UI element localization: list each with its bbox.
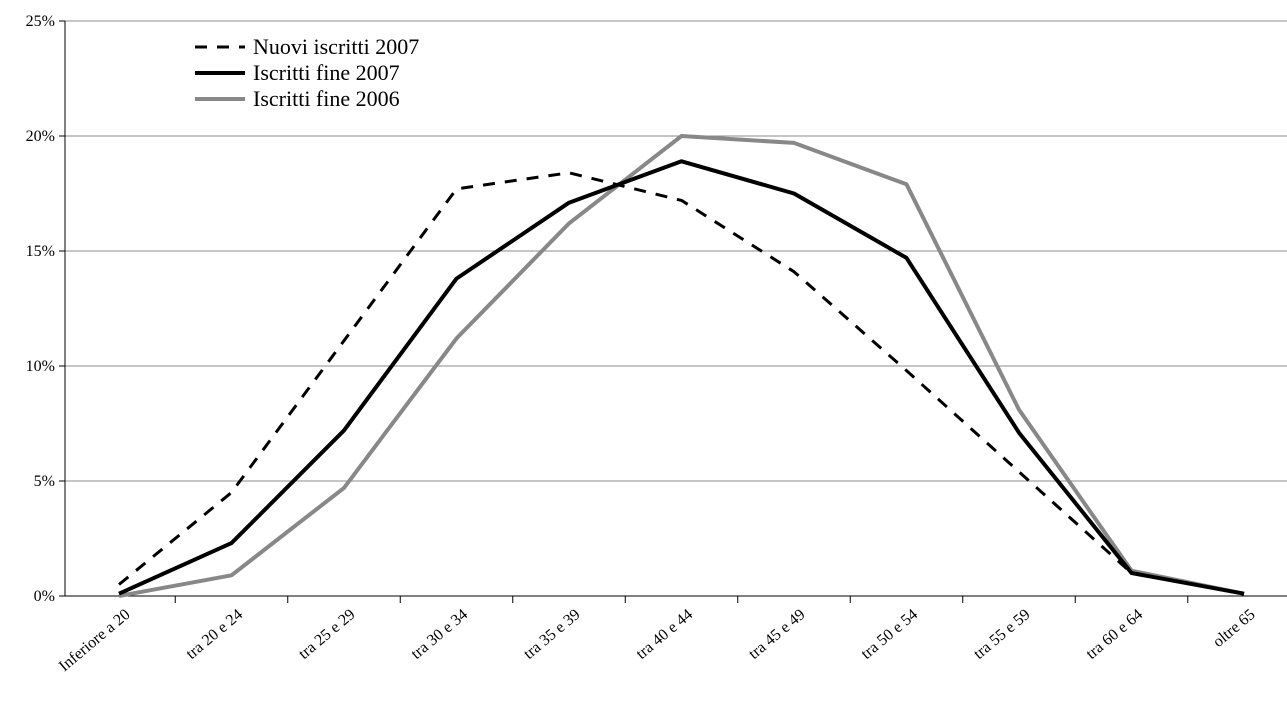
legend-label: Iscritti fine 2007 <box>253 60 400 85</box>
x-tick-label: tra 30 e 34 <box>408 606 471 663</box>
x-tick-label: tra 40 e 44 <box>633 606 696 663</box>
y-tick-label: 25% <box>26 13 55 30</box>
series-lines <box>118 134 1245 598</box>
x-tick-label: tra 60 e 64 <box>1083 606 1146 663</box>
y-tick-label: 20% <box>26 128 55 145</box>
x-tick-label: tra 50 e 54 <box>858 606 921 663</box>
x-tick-label: Inferiore a 20 <box>56 606 134 675</box>
grid-lines <box>65 20 1287 482</box>
x-tick-labels: Inferiore a 20 tra 20 e 24 tra 25 e 29 tra … <box>56 606 1259 675</box>
axes <box>59 20 1287 603</box>
y-tick-label: 15% <box>26 243 55 260</box>
x-tick-label: tra 25 e 29 <box>296 606 359 663</box>
series-line-3 <box>118 134 1245 598</box>
y-tick-labels: 0% 5% 10% 15% 20% 25% <box>26 13 55 605</box>
x-tick-label: tra 20 e 24 <box>183 606 246 663</box>
x-tick-label: tra 35 e 39 <box>521 606 584 663</box>
x-tick-label: oltre 65 <box>1210 606 1259 651</box>
x-tick-label: tra 55 e 59 <box>971 606 1034 663</box>
series-line-2 <box>118 159 1245 596</box>
legend-label: Nuovi iscritti 2007 <box>253 34 419 59</box>
legend-label: Iscritti fine 2006 <box>253 86 400 111</box>
y-tick-label: 5% <box>34 473 55 490</box>
series-line-1 <box>118 171 1245 596</box>
x-tick-label: tra 45 e 49 <box>746 606 809 663</box>
y-tick-label: 10% <box>26 358 55 375</box>
y-tick-label: 0% <box>34 588 55 605</box>
